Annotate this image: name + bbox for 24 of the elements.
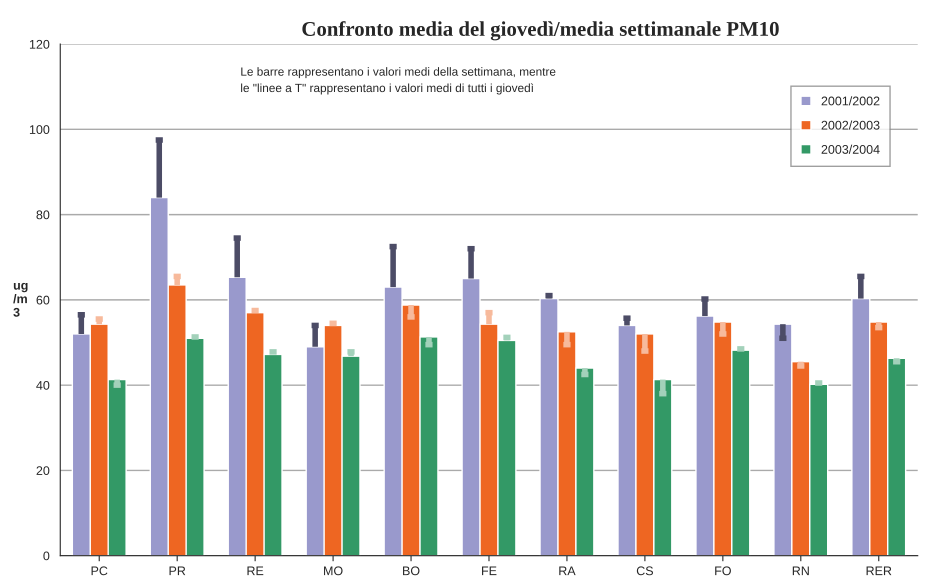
x-tick-label: CS: [636, 566, 654, 576]
y-tick-label: 80: [36, 210, 50, 220]
x-tick-label: RER: [866, 566, 892, 576]
x-tick-label: RE: [247, 566, 264, 576]
x-tick-label: PR: [170, 566, 186, 576]
x-tick-label: PC: [92, 566, 108, 576]
x-tick-label: MO: [324, 566, 343, 576]
chart-title: Confronto media del giovedì/media settimanale PM10: [302, 21, 779, 40]
y-tick-label: 60: [36, 296, 50, 305]
y-tick-label: 40: [36, 380, 50, 390]
x-tick-label: FE: [482, 566, 496, 576]
y-tick-label: 100: [30, 125, 50, 134]
x-tick-label: BO: [403, 566, 420, 576]
legend-label: 2002/2003: [822, 120, 880, 130]
legend-label: 2001/2002: [822, 96, 880, 106]
x-tick-label: RA: [559, 566, 576, 576]
x-tick-label: RN: [792, 566, 809, 576]
annotation: Le barre rappresentano i valori medi della settimana, mentre le "linee a T" rappresentano i valori medi di tutti i giovedì: [241, 67, 556, 94]
y-tick-label: 20: [36, 466, 50, 476]
y-tick-label: 0: [43, 551, 50, 560]
x-tick-label: FO: [715, 566, 731, 576]
legend-label: 2003/2004: [822, 144, 880, 154]
y-axis-title: ug /m 3: [13, 282, 28, 317]
y-tick-label: 120: [30, 40, 50, 49]
